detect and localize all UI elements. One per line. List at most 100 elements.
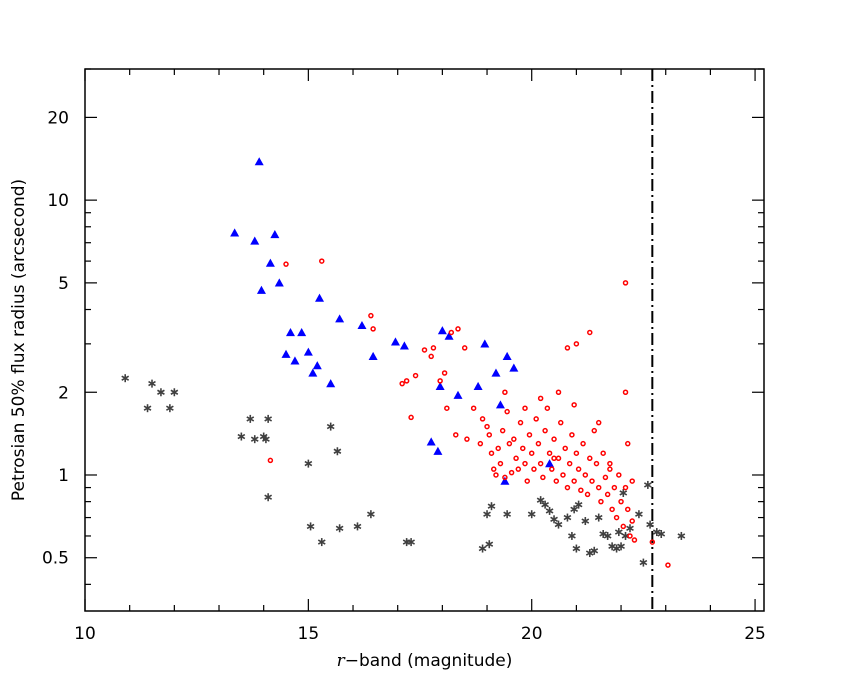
star-stroke	[563, 514, 572, 521]
triangle-point	[265, 258, 275, 267]
circle-point	[569, 432, 575, 438]
circle-point	[267, 457, 274, 464]
circle-point	[448, 329, 455, 336]
circle-point	[412, 372, 419, 379]
circle-point	[649, 539, 656, 545]
circle-point	[520, 445, 526, 452]
y-tick-label: 0.5	[42, 549, 69, 569]
circle-point	[566, 460, 573, 467]
star-point	[639, 558, 648, 567]
circle-point	[573, 341, 580, 347]
circle-point	[490, 466, 497, 472]
star-stroke	[262, 436, 270, 442]
circle-point	[618, 498, 624, 505]
triangle-point	[399, 341, 409, 350]
circle-point	[441, 370, 448, 376]
circle-point	[479, 416, 486, 422]
star-stroke	[326, 423, 335, 430]
star-point	[262, 435, 270, 444]
star-stroke	[643, 482, 652, 488]
triangle-point	[254, 157, 264, 166]
triangle-point	[502, 351, 512, 361]
triangle-point	[444, 331, 454, 340]
circle-point	[319, 258, 325, 264]
star-stroke	[237, 433, 246, 440]
star-stroke	[304, 460, 313, 467]
star-stroke	[617, 543, 625, 550]
circle-point	[399, 380, 405, 387]
circle-point	[551, 455, 557, 462]
circle-point	[464, 436, 470, 442]
triangle-point	[437, 326, 447, 335]
circle-point	[625, 440, 631, 447]
circle-point	[578, 487, 584, 493]
star-point	[170, 388, 179, 397]
circle-point	[535, 440, 542, 447]
star-point	[617, 542, 625, 551]
star-point	[237, 432, 246, 441]
star-point	[264, 493, 273, 502]
star-stroke	[483, 511, 491, 517]
triangle-point	[274, 278, 284, 287]
star-point	[563, 513, 572, 522]
star-stroke	[335, 525, 344, 531]
triangle-point	[426, 437, 436, 446]
circle-point	[444, 405, 450, 411]
star-point	[572, 544, 581, 553]
axes-layer	[84, 68, 765, 612]
circle-point	[517, 419, 524, 426]
circle-point	[484, 423, 490, 430]
star-point	[121, 374, 130, 383]
star-stroke	[541, 501, 549, 508]
triangle-point	[308, 368, 318, 377]
circle-point	[526, 432, 533, 438]
star-point	[483, 510, 491, 519]
star-point	[148, 379, 156, 388]
circle-point	[370, 326, 376, 332]
star-stroke	[635, 511, 643, 517]
triangle-point	[390, 337, 400, 346]
star-stroke	[581, 518, 590, 524]
circle-point	[499, 427, 506, 434]
circle-point	[631, 537, 638, 543]
circle-point	[511, 436, 517, 442]
circle-point	[553, 478, 560, 484]
circle-point	[531, 466, 537, 472]
circle-point	[616, 472, 622, 478]
star-stroke	[143, 405, 152, 411]
triangle-point	[315, 293, 325, 302]
star-stroke	[590, 548, 599, 554]
circle-point	[580, 440, 586, 447]
y-axis-title: Petrosian 50% flux radius (arcsecond)	[9, 179, 29, 501]
circle-point	[625, 506, 631, 513]
star-point	[594, 513, 603, 522]
star-stroke	[652, 529, 661, 535]
star-stroke	[570, 506, 579, 513]
circle-point	[629, 518, 635, 524]
star-point	[157, 388, 165, 397]
data-points-layer	[121, 157, 686, 568]
circle-point	[587, 455, 593, 462]
x-axis-title-variable: r	[337, 651, 346, 671]
star-point	[574, 500, 583, 509]
triangle-point	[509, 363, 519, 372]
circle-point	[607, 460, 613, 467]
star-stroke	[333, 448, 342, 454]
circle-point	[455, 326, 461, 332]
star-point	[626, 524, 634, 533]
star-point	[603, 531, 612, 540]
circle-point	[497, 460, 504, 467]
circle-point	[571, 478, 577, 484]
star-point	[657, 529, 666, 538]
circle-point	[408, 414, 414, 421]
star-point	[646, 520, 654, 529]
circle-point	[502, 389, 508, 396]
circle-point	[584, 491, 591, 498]
star-point	[581, 517, 590, 526]
star-point	[590, 546, 599, 555]
circle-point	[542, 427, 548, 434]
x-axis-title: r−band (magnitude)	[337, 651, 513, 671]
star-stroke	[550, 516, 558, 522]
star-point	[306, 522, 315, 531]
